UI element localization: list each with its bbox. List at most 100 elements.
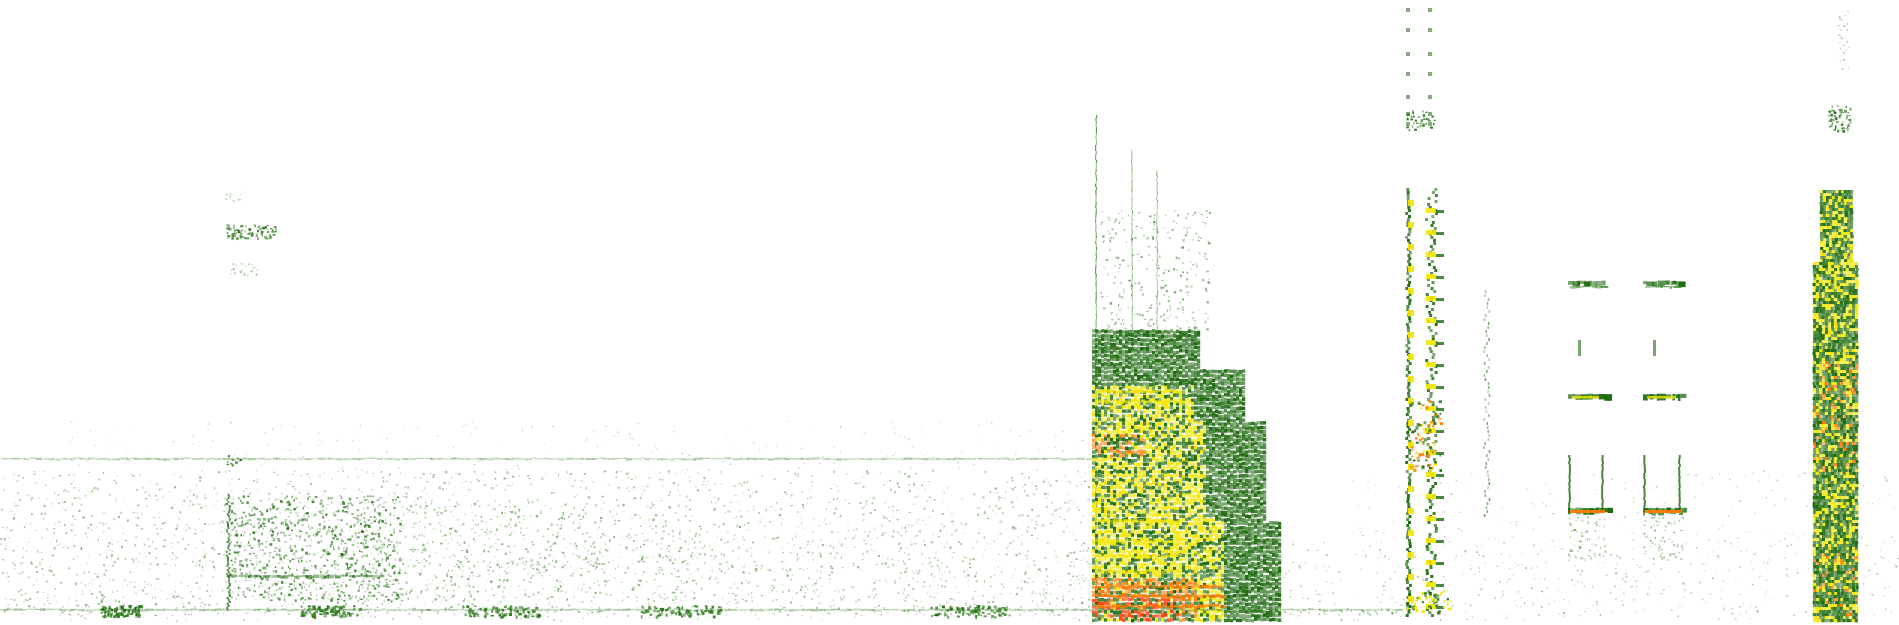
spectro-cell	[1774, 504, 1776, 507]
spectro-cell	[1570, 548, 1573, 551]
spectro-cell	[293, 584, 295, 586]
spectro-cell	[163, 609, 166, 611]
spectro-cell	[1531, 502, 1533, 504]
spectro-cell	[906, 594, 909, 596]
spectro-cell	[899, 542, 902, 545]
spectro-cell	[914, 535, 917, 537]
spectro-cell	[828, 613, 831, 615]
spectro-cell	[1328, 565, 1330, 568]
spectro-cell	[410, 548, 413, 551]
spectro-cell	[180, 475, 182, 478]
spectro-cell	[899, 572, 902, 574]
spectro-cell	[937, 536, 940, 538]
spectro-cell	[366, 499, 368, 501]
spectro-cell	[327, 598, 330, 600]
spectro-cell	[336, 589, 340, 592]
spectro-cell	[326, 559, 329, 561]
spectro-cell	[264, 236, 268, 239]
spectro-cell	[291, 458, 297, 461]
spectro-cell	[632, 437, 635, 440]
spectro-cell	[300, 559, 303, 563]
spectro-cell	[1438, 477, 1441, 479]
spectro-cell	[744, 580, 747, 582]
spectro-cell	[1034, 485, 1038, 487]
spectro-cell	[444, 526, 446, 529]
spectro-cell	[226, 227, 228, 230]
spectro-cell	[347, 507, 349, 509]
spectro-cell	[923, 581, 926, 583]
spectro-cell	[739, 509, 742, 512]
spectro-cell	[541, 574, 543, 577]
spectro-cell	[281, 458, 287, 460]
spectro-cell	[558, 587, 560, 590]
spectro-cell	[573, 458, 578, 460]
spectro-cell	[1421, 576, 1424, 578]
spectro-cell	[1393, 520, 1395, 523]
spectro-cell	[187, 614, 190, 616]
spectro-cell	[630, 536, 632, 538]
spectro-cell	[552, 557, 555, 559]
spectro-cell	[773, 613, 776, 616]
spectro-cell	[394, 551, 396, 553]
spectro-cell	[1062, 599, 1065, 602]
spectro-cell	[152, 596, 154, 598]
spectro-cell	[653, 600, 655, 603]
spectro-cell	[371, 501, 374, 504]
spectro-cell	[309, 578, 311, 580]
spectro-cell	[223, 554, 226, 556]
spectro-cell	[1805, 505, 1808, 507]
spectro-cell	[275, 570, 278, 573]
spectro-cell	[1074, 447, 1076, 449]
spectro-cell	[797, 473, 799, 476]
spectro-cell	[308, 578, 310, 580]
spectro-cell	[258, 586, 260, 588]
spectro-cell	[352, 439, 354, 442]
spectro-cell	[747, 522, 750, 525]
spectro-cell	[1868, 537, 1869, 539]
spectro-cell	[621, 535, 623, 538]
spectro-cell	[471, 528, 473, 531]
spectro-cell	[276, 457, 281, 460]
spectro-cell	[638, 457, 646, 460]
spectro-cell	[1760, 575, 1762, 577]
spectro-cell	[570, 565, 573, 568]
spectro-cell	[760, 595, 764, 597]
spectro-cell	[550, 596, 553, 598]
spectro-cell	[689, 554, 692, 556]
spectro-cell	[451, 570, 453, 572]
spectro-cell	[1054, 550, 1056, 552]
spectro-cell	[782, 568, 784, 570]
spectro-cell	[865, 500, 868, 503]
spectro-cell	[172, 596, 174, 598]
spectro-cell	[498, 566, 501, 569]
spectro-cell	[612, 559, 614, 562]
spectro-cell	[382, 502, 385, 505]
spectro-cell	[360, 573, 363, 576]
spectro-cell	[67, 602, 69, 605]
spectro-cell	[644, 523, 646, 525]
spectro-cell	[175, 528, 177, 531]
spectro-cell	[736, 525, 738, 527]
spectro-cell	[444, 458, 449, 460]
spectro-cell	[1880, 556, 1882, 558]
spectro-cell	[1340, 579, 1342, 582]
spectro-cell	[449, 458, 453, 461]
spectro-cell	[960, 522, 962, 524]
spectro-cell	[542, 587, 544, 590]
spectro-cell	[684, 515, 687, 518]
spectro-cell	[699, 553, 702, 555]
spectro-cell	[791, 538, 793, 540]
spectro-cell	[825, 523, 828, 526]
spectro-cell	[97, 573, 99, 576]
spectro-cell	[368, 571, 371, 573]
spectro-cell	[54, 458, 62, 461]
spectro-cell	[228, 591, 231, 593]
spectro-cell	[765, 509, 767, 512]
spectro-cell	[483, 551, 485, 553]
spectro-cell	[562, 566, 564, 569]
spectro-cell	[1078, 508, 1081, 511]
spectro-cell	[204, 523, 207, 526]
spectro-cell	[629, 437, 632, 439]
spectro-cell	[674, 591, 676, 594]
spectro-cell	[1002, 567, 1004, 569]
